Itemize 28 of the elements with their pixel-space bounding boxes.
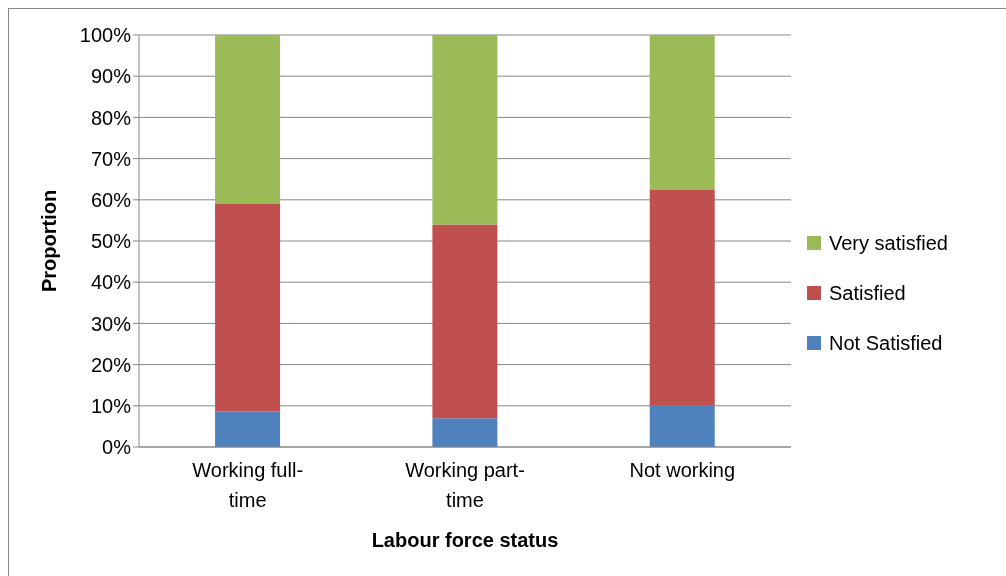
y-tick-label: 100% (79, 24, 132, 47)
x-tick-label: Working full-time (192, 459, 304, 511)
x-tick-label: Working part-time (405, 459, 525, 511)
bar (432, 418, 498, 447)
y-tick-label: 0% (102, 436, 132, 459)
bar (432, 224, 498, 419)
legend-label: Very satisfied (829, 231, 948, 255)
y-tick-label: 40% (90, 271, 132, 294)
legend-label: Satisfied (829, 281, 906, 305)
bar (215, 203, 281, 412)
x-tick-label: Not working (629, 459, 736, 481)
bar (215, 35, 281, 204)
bar (649, 35, 715, 190)
y-tick-label: 70% (90, 147, 132, 170)
y-tick-label: 80% (90, 106, 132, 129)
y-tick-label: 30% (90, 312, 132, 335)
bar (215, 411, 281, 447)
legend-label: Not Satisfied (829, 331, 943, 355)
y-tick-label: 20% (90, 353, 132, 376)
bar (432, 35, 498, 225)
y-tick-label: 90% (90, 65, 132, 88)
bar (649, 405, 715, 447)
x-axis-title: Labour force status (371, 529, 559, 551)
y-tick-label: 10% (90, 394, 132, 417)
y-tick-label: 50% (90, 230, 132, 253)
bar (649, 189, 715, 406)
y-tick-label: 60% (90, 188, 132, 211)
y-axis-title: Proportion (38, 189, 61, 293)
